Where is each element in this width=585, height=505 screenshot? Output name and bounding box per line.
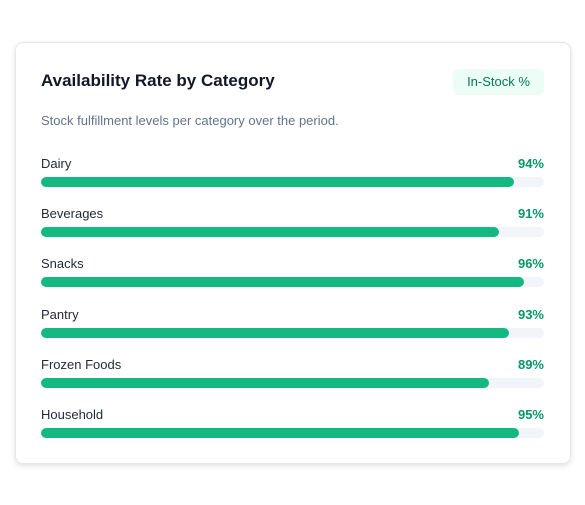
category-label: Frozen Foods (41, 356, 122, 372)
bar (41, 277, 524, 288)
badge: In-Stock % (453, 69, 544, 95)
bar-row: Household 95% (41, 407, 544, 447)
bar (41, 327, 509, 338)
category-label: Snacks (41, 256, 84, 272)
bar-row: Frozen Foods 89% (41, 357, 544, 397)
category-label: Household (41, 407, 104, 422)
bar-track (41, 277, 544, 288)
bar-track (41, 377, 544, 388)
bar (41, 428, 519, 438)
card: Availability Rate by Category In-Stock %… (15, 42, 571, 464)
bar (41, 377, 489, 388)
value-label: 91% (517, 206, 544, 222)
value-label: 96% (517, 256, 544, 272)
value-label: 89% (517, 356, 544, 372)
bar-track (41, 428, 544, 438)
chart-subtitle: Stock fulfillment levels per category ov… (41, 113, 339, 128)
bar-row: Beverages 91% (41, 206, 544, 246)
value-label: 94% (517, 156, 544, 171)
bar-row: Snacks 96% (41, 256, 544, 296)
bar (41, 227, 499, 238)
value-label: 93% (517, 306, 544, 322)
category-label: Pantry (41, 306, 79, 322)
chart-title: Availability Rate by Category (41, 71, 275, 90)
bar-track (41, 327, 544, 338)
bar-row: Dairy 94% (41, 156, 544, 196)
bar-row: Pantry 93% (41, 307, 544, 347)
bar-track (41, 227, 544, 238)
value-label: 95% (517, 407, 544, 422)
category-label: Dairy (41, 156, 72, 171)
bar (41, 177, 514, 187)
category-label: Beverages (41, 206, 104, 222)
bar-track (41, 177, 544, 187)
